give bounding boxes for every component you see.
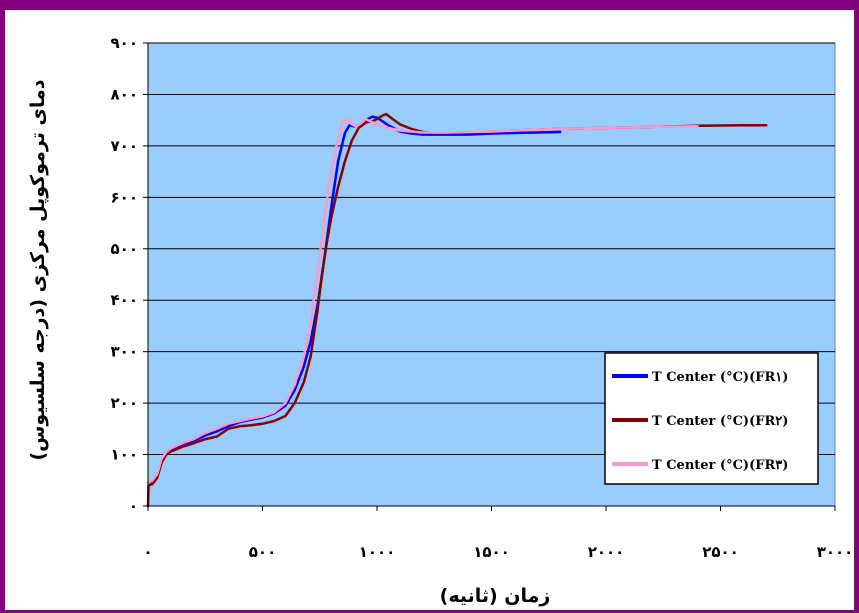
x-tick-label: ۵۰۰ [249, 543, 276, 561]
gridlines [148, 42, 835, 456]
series-line-fr3 [146, 117, 699, 485]
legend-label-fr1: T Center (°C)(FR۱) [652, 370, 788, 385]
x-tick-labels: ۰ ۵۰۰ ۱۰۰۰ ۱۵۰۰ ۲۰۰۰ ۲۵۰۰ ۳۰۰۰ [143, 543, 853, 561]
y-tick-labels: ۰ ۱۰۰ ۲۰۰ ۳۰۰ ۴۰۰ ۵۰۰ ۶۰۰ ۷۰۰ ۸۰۰ ۹۰۰ [111, 34, 138, 515]
y-tick-label: ۸۰۰ [111, 85, 138, 103]
y-tick-label: ۵۰۰ [111, 240, 138, 258]
x-axis-title: زمان (ثانیه) [440, 585, 551, 607]
y-tick-label: ۴۰۰ [111, 291, 138, 309]
x-tick-label: ۱۰۰۰ [359, 543, 396, 561]
x-tick-label: ۲۵۰۰ [702, 543, 739, 561]
legend-label-fr3: T Center (°C)(FR۳) [652, 458, 788, 473]
y-tick-label: ۷۰۰ [111, 137, 138, 155]
axes [143, 42, 836, 511]
x-tick-label: ۰ [143, 543, 152, 561]
y-axis-title: دمای ترموکوپل مرکزی (درجه سلسیوس) [27, 79, 49, 460]
y-tick-label: ۱۰۰ [111, 446, 138, 464]
y-tick-label: ۹۰۰ [111, 34, 138, 52]
series-lines [146, 112, 768, 508]
x-tick-label: ۳۰۰۰ [817, 543, 854, 561]
y-tick-label: ۰ [129, 497, 138, 515]
legend: T Center (°C)(FR۱) T Center (°C)(FR۲) T … [604, 352, 819, 485]
x-tick-label: ۲۰۰۰ [588, 543, 625, 561]
legend-label-fr2: T Center (°C)(FR۲) [652, 414, 788, 429]
y-tick-label: ۶۰۰ [111, 188, 138, 206]
y-tick-label: ۲۰۰ [111, 394, 138, 412]
x-tick-label: ۱۵۰۰ [473, 543, 510, 561]
y-tick-label: ۳۰۰ [111, 343, 138, 361]
